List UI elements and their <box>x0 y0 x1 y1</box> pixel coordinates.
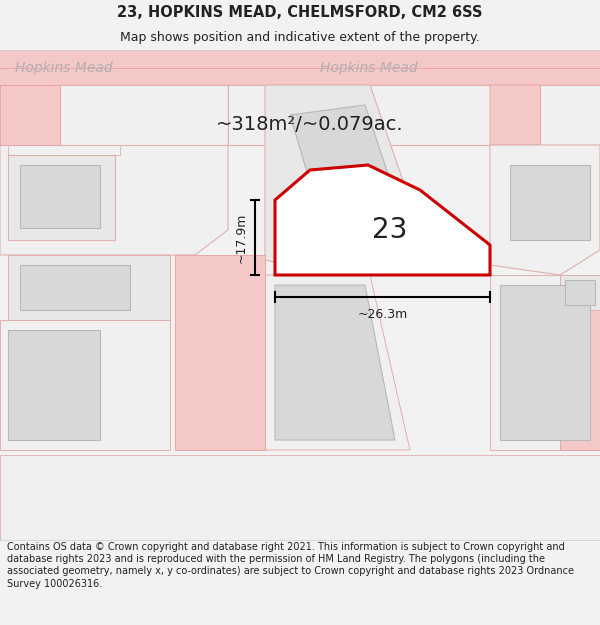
Polygon shape <box>490 275 600 450</box>
Polygon shape <box>0 145 228 255</box>
Polygon shape <box>540 85 600 145</box>
Polygon shape <box>275 165 490 275</box>
Polygon shape <box>20 165 100 228</box>
Polygon shape <box>175 255 265 450</box>
Polygon shape <box>560 275 600 310</box>
Polygon shape <box>0 50 600 85</box>
Polygon shape <box>8 255 170 320</box>
Text: 23, HOPKINS MEAD, CHELMSFORD, CM2 6SS: 23, HOPKINS MEAD, CHELMSFORD, CM2 6SS <box>117 5 483 20</box>
Text: ~26.3m: ~26.3m <box>358 309 407 321</box>
Text: ~318m²/~0.079ac.: ~318m²/~0.079ac. <box>216 116 404 134</box>
Polygon shape <box>310 195 420 265</box>
Polygon shape <box>510 165 590 240</box>
Polygon shape <box>20 265 130 310</box>
Polygon shape <box>560 275 600 450</box>
Polygon shape <box>0 320 170 450</box>
Text: Map shows position and indicative extent of the property.: Map shows position and indicative extent… <box>120 31 480 44</box>
Polygon shape <box>275 285 395 440</box>
Text: ~17.9m: ~17.9m <box>235 213 248 262</box>
Polygon shape <box>0 85 60 145</box>
Polygon shape <box>0 455 600 540</box>
Polygon shape <box>565 280 595 305</box>
Polygon shape <box>8 145 120 155</box>
Polygon shape <box>8 330 100 440</box>
Text: 23: 23 <box>373 216 407 244</box>
Polygon shape <box>60 85 228 145</box>
Polygon shape <box>490 145 600 275</box>
Text: Contains OS data © Crown copyright and database right 2021. This information is : Contains OS data © Crown copyright and d… <box>7 542 574 589</box>
Text: Hopkins Mead: Hopkins Mead <box>15 61 113 75</box>
Text: Hopkins Mead: Hopkins Mead <box>320 61 418 75</box>
Polygon shape <box>490 85 580 145</box>
Polygon shape <box>500 285 590 440</box>
Polygon shape <box>8 155 115 240</box>
Polygon shape <box>265 85 420 280</box>
Polygon shape <box>228 85 370 145</box>
Polygon shape <box>265 275 410 450</box>
Polygon shape <box>370 85 490 145</box>
Polygon shape <box>290 105 410 250</box>
